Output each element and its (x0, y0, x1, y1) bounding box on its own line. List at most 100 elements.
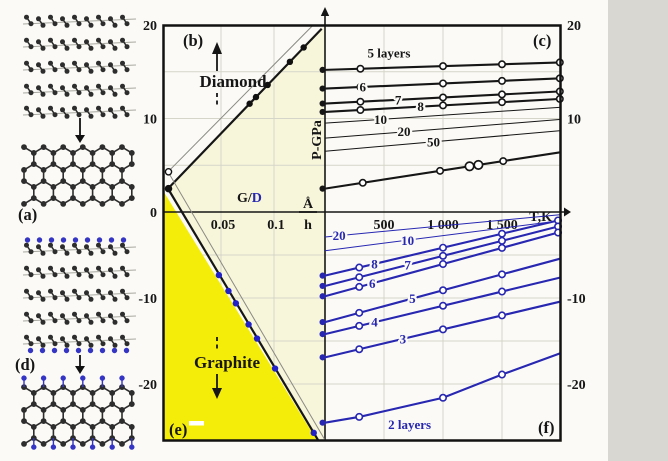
curve-label-7: 7 (404, 257, 411, 272)
right-tick--20: -20 (567, 378, 586, 393)
left-tick-10: 10 (143, 113, 157, 128)
filled-axis-point (164, 184, 173, 193)
axis-dot (319, 85, 326, 92)
series-graphite-boundary (167, 188, 319, 441)
curve-label-8: 8 (417, 99, 424, 114)
open-marker (355, 282, 364, 291)
cap-atom (84, 237, 91, 243)
fraction-h: h (304, 218, 312, 233)
open-marker (355, 412, 364, 421)
transform-arrow-icon (75, 366, 85, 374)
cap-atom (36, 237, 43, 243)
gd-tick-0.05: 0.05 (211, 218, 236, 233)
curve-label-8: 8 (371, 257, 378, 272)
panel-label-a: (a) (18, 205, 37, 224)
panel-label-b: (b) (183, 31, 203, 50)
open-marker (497, 270, 506, 279)
region-layer (168, 25, 325, 441)
open-marker (497, 370, 506, 379)
right-tick--10: -10 (567, 292, 586, 307)
infinity-marker (464, 161, 475, 172)
open-marker (438, 62, 447, 71)
temperature-axis-label: T,K (529, 210, 552, 225)
open-marker (438, 325, 447, 334)
open-marker (497, 90, 506, 99)
curve-label-5: 5 (409, 291, 416, 306)
series-diamond-boundary (167, 27, 323, 190)
cap-atom (48, 237, 55, 243)
open-marker (497, 229, 506, 238)
series-10 (324, 106, 562, 124)
right-tick-20: 20 (567, 19, 581, 34)
axis-dot (319, 419, 326, 426)
open-marker (355, 321, 364, 330)
curve-label-5-layers: 5 layers (367, 46, 410, 61)
cap-atom (63, 347, 70, 354)
series-20 (324, 118, 562, 139)
open-marker (497, 60, 506, 69)
data-point (271, 365, 279, 372)
curve-label-3: 3 (400, 331, 407, 346)
cap-atom (108, 237, 115, 243)
open-marker (497, 287, 506, 296)
open-marker (438, 243, 447, 252)
ratio-label-g: G/ (237, 191, 253, 206)
plot-frame (162, 24, 562, 442)
gd-tick-0.1: 0.1 (267, 218, 285, 233)
open-marker (438, 286, 447, 295)
diamond-region-label: Diamond (199, 72, 267, 91)
data-point (232, 300, 240, 307)
series-20 (324, 214, 562, 238)
cap-atom (123, 347, 130, 354)
open-marker (497, 243, 506, 252)
axis-dot (319, 293, 326, 300)
axis-dot (319, 354, 326, 361)
cap-atom (120, 237, 127, 243)
curve-label-20: 20 (398, 124, 411, 139)
pressure-axis-label: P-GPa (310, 120, 325, 160)
curve-label-6: 6 (360, 80, 367, 95)
cap-atom (96, 237, 103, 243)
graphite-region-label: Graphite (194, 353, 261, 372)
curve-label-10: 10 (374, 112, 387, 127)
open-axis-point (164, 167, 173, 176)
open-marker (355, 308, 364, 317)
infinity-marker (473, 159, 484, 170)
page-margin-strip (608, 0, 668, 461)
cap-atom (99, 347, 106, 354)
up-arrow-icon (212, 42, 222, 54)
open-marker (356, 83, 365, 92)
cap-atom (27, 347, 34, 354)
open-marker (438, 93, 447, 102)
data-point (310, 429, 317, 437)
axis-dot (319, 272, 326, 279)
open-marker (438, 393, 447, 402)
cap-atom (51, 347, 58, 354)
axis-dot (319, 108, 326, 116)
panel-label-c: (c) (533, 31, 551, 50)
cap-atom (60, 237, 67, 243)
open-marker (356, 105, 365, 114)
open-marker (355, 273, 364, 282)
data-point (215, 271, 223, 279)
open-marker (358, 178, 367, 187)
open-marker (497, 76, 506, 85)
transform-arrow-icon (75, 135, 85, 143)
molecule-illustrations: (a) (d) (15, 14, 137, 450)
open-marker (497, 236, 506, 245)
scale-bar (189, 421, 204, 426)
intermediate-region (168, 25, 325, 441)
curve-label-20: 20 (333, 228, 346, 243)
panel-label-d: (d) (15, 355, 35, 374)
data-point (245, 321, 252, 328)
open-marker (438, 260, 447, 269)
cap-atom (75, 347, 82, 354)
data-point (264, 81, 271, 89)
panel-label-e: (e) (169, 420, 187, 439)
axis-dot (319, 100, 326, 107)
open-marker (356, 97, 365, 106)
open-marker (438, 79, 447, 88)
